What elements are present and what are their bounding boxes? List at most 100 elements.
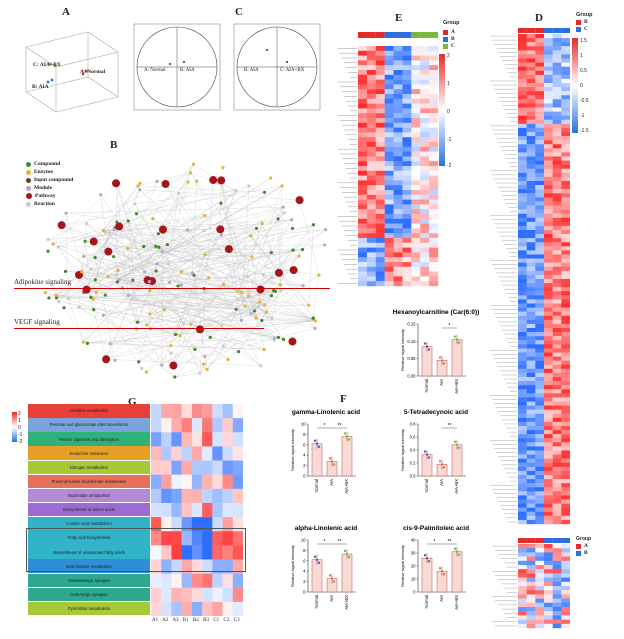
heatmap-cell — [518, 119, 527, 125]
heatmap-cell — [561, 590, 571, 595]
heatmap-cell — [552, 107, 562, 112]
heatmap-cell — [561, 381, 571, 386]
network-node — [108, 342, 112, 346]
heatmap-cell — [420, 209, 430, 215]
heatmap-cell — [561, 274, 571, 280]
network-edge — [177, 285, 275, 340]
heatmap-cell — [358, 146, 368, 152]
heatmap-cell — [366, 55, 376, 61]
heatmap-cell — [544, 389, 553, 394]
heatmap-cell — [544, 270, 553, 276]
heatmap-cell — [544, 274, 553, 280]
heatmap-cell — [181, 404, 193, 419]
network-node — [140, 366, 144, 371]
heatmap-cell — [393, 98, 403, 104]
heatmap-cell — [544, 176, 553, 182]
group-bar-cell — [518, 28, 527, 33]
network-edge — [115, 183, 145, 272]
heatmap-cell — [552, 495, 562, 500]
heatmap-cell — [544, 127, 553, 133]
heatmap-cell — [402, 166, 412, 171]
heatmap-cell — [561, 586, 571, 591]
plot1-right-label: B: AIA — [180, 68, 195, 73]
heatmap-cell — [535, 340, 545, 345]
network-node — [43, 290, 47, 295]
heatmap-cell — [393, 242, 403, 248]
data-point — [453, 547, 457, 550]
network-node — [190, 271, 194, 275]
network-node — [134, 212, 139, 216]
heatmap-cell — [552, 515, 562, 521]
heatmap-cell — [429, 89, 439, 95]
heatmap-cell — [544, 602, 553, 608]
heatmap-cell — [526, 87, 536, 92]
heatmap-cell — [552, 401, 562, 406]
heatmap-cell — [526, 381, 536, 386]
heatmap-cell — [393, 50, 403, 56]
heatmap-cell — [544, 156, 553, 161]
heatmap-cell — [561, 287, 571, 292]
heatmap-cell — [552, 507, 562, 512]
network-node — [221, 344, 225, 348]
heatmap-cell — [411, 209, 421, 215]
heatmap-cell — [535, 54, 545, 59]
network-node — [66, 296, 70, 301]
network-edge — [147, 235, 251, 281]
heatmap-cell — [544, 148, 553, 153]
heatmap-cell — [526, 458, 536, 463]
panel-letter-e: E — [395, 12, 403, 24]
heatmap-cell — [526, 377, 536, 382]
heatmap-cell — [535, 238, 545, 243]
heatmap-cell — [561, 250, 571, 255]
heatmap-cell — [544, 307, 553, 312]
network-node — [101, 229, 105, 233]
heatmap-cell — [375, 166, 385, 171]
heatmap-cell — [518, 91, 527, 96]
network-edge — [107, 276, 255, 312]
data-point — [345, 435, 349, 438]
heatmap-cell — [420, 266, 430, 272]
heatmap-cell — [181, 460, 193, 475]
pathway-category-label: Protein digestion and absorption — [28, 432, 150, 446]
pathway-category-label: GABAergic synapse — [28, 587, 150, 602]
heatmap-cell — [358, 190, 368, 195]
group-bar-cell — [544, 28, 553, 33]
heatmap-cell — [358, 247, 368, 253]
heatmap-cell — [366, 137, 376, 143]
heatmap-cell — [402, 46, 412, 51]
heatmap-cell — [375, 65, 385, 71]
heatmap-cell — [420, 276, 430, 282]
heatmap-cell — [384, 266, 394, 272]
x-tick-label: AIA+BX — [454, 379, 459, 394]
heatmap-cell — [552, 307, 562, 312]
heatmap-cell — [366, 113, 376, 119]
heatmap-cell — [518, 234, 527, 239]
network-edge — [248, 185, 293, 229]
d2-group-a: A — [576, 542, 588, 550]
heatmap-cell — [420, 170, 430, 176]
heatmap-cell — [544, 221, 553, 227]
pathway-node — [104, 247, 113, 256]
group-bar-cell — [411, 32, 421, 38]
heatmap-cell — [358, 113, 368, 119]
heatmap-cell — [526, 623, 536, 629]
heatmap-cell — [561, 70, 571, 76]
heatmap-cell — [544, 74, 553, 80]
y-axis-label: Relative signal intensity — [400, 329, 405, 371]
heatmap-cell — [375, 103, 385, 109]
pathway-category-label: Linoleic acid metabolism — [28, 517, 150, 531]
heatmap-cell — [552, 274, 562, 280]
heatmap-cell — [561, 401, 571, 406]
heatmap-cell — [544, 230, 553, 235]
heatmap-cell — [535, 115, 545, 120]
heatmap-cell — [561, 344, 571, 349]
heatmap-cell — [366, 194, 376, 200]
heatmap-cell — [429, 238, 439, 243]
network-edge — [115, 275, 162, 366]
x-tick-label: AIA+BX — [454, 595, 459, 610]
heatmap-cell — [420, 50, 430, 56]
network-node — [263, 303, 267, 307]
heatmap-cell — [384, 166, 394, 171]
network-node — [219, 233, 223, 237]
network-node — [154, 244, 158, 248]
